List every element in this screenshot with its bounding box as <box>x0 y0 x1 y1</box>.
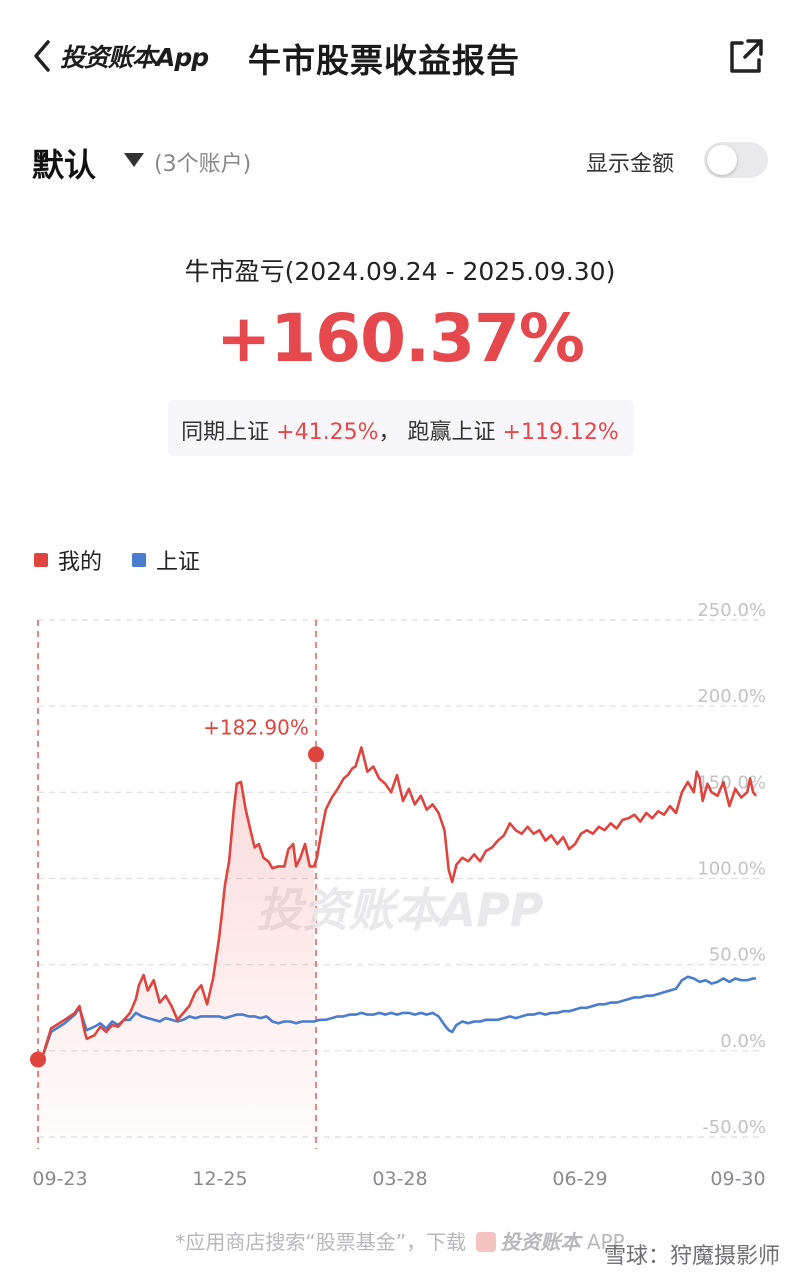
summary-period-label: 牛市盈亏(2024.09.24 - 2025.09.30) <box>184 257 616 286</box>
y-tick-label: 100.0% <box>697 859 766 880</box>
series-line-index <box>37 975 757 1061</box>
account-count: (3个账户) <box>154 152 252 177</box>
y-tick-label: 0.0% <box>720 1031 766 1052</box>
y-tick-label: 50.0% <box>709 945 766 966</box>
legend-swatch-index <box>132 553 146 567</box>
footer-app: APP <box>586 1230 625 1254</box>
footer-logo-icon <box>476 1232 497 1252</box>
comparison-text: 同期上证 +41.25%， 跑赢上证 +119.12% <box>0 414 800 446</box>
legend-swatch-mine <box>34 553 48 567</box>
x-tick-label: 09-23 <box>32 1168 87 1190</box>
y-tick-label: 250.0% <box>697 600 766 621</box>
compare-label-index: 同期上证 <box>181 420 270 445</box>
peak-label: +182.90% <box>203 715 309 739</box>
return-line-chart: 250.0%200.0%150.0%100.0%50.0%0.0%-50.0%0… <box>30 600 766 1190</box>
summary-return-value: +160.37% <box>215 300 585 377</box>
compare-separator: ， <box>378 420 401 445</box>
caret-down-icon[interactable] <box>122 150 146 170</box>
series-line-mine <box>37 746 758 1061</box>
x-tick-label: 06-29 <box>552 1168 607 1190</box>
legend-item-mine: 我的 <box>34 546 103 575</box>
footer-text: *应用商店搜索“股票基金”，下载 <box>175 1230 467 1254</box>
toggle-knob <box>707 145 737 175</box>
back-arrow-icon[interactable] <box>24 36 64 76</box>
y-tick-label: -50.0% <box>702 1117 766 1138</box>
footer-download-hint: *应用商店搜索“股票基金”，下载 投资账本 APP <box>0 1226 800 1255</box>
compare-label-outperform: 跑赢上证 <box>407 420 496 445</box>
share-icon[interactable] <box>726 36 766 76</box>
account-name[interactable]: 默认 <box>32 146 97 184</box>
x-tick-label: 09-30 <box>710 1168 765 1190</box>
watermark-credit: 雪球：狩魔摄影师 <box>603 1244 780 1269</box>
comparison-box <box>168 400 634 456</box>
show-amount-toggle[interactable] <box>704 142 768 178</box>
legend-label-index: 上证 <box>156 550 201 575</box>
legend-item-index: 上证 <box>132 546 201 575</box>
y-tick-label: 200.0% <box>697 686 766 707</box>
x-tick-label: 12-25 <box>192 1168 247 1190</box>
start-point <box>30 1051 46 1068</box>
x-tick-label: 03-28 <box>372 1168 427 1190</box>
footer-brand: 投资账本 <box>500 1230 581 1254</box>
peak-point <box>308 746 324 763</box>
legend-label-mine: 我的 <box>58 550 103 575</box>
page-title: 牛市股票收益报告 <box>248 41 520 80</box>
show-amount-label: 显示金额 <box>586 152 675 177</box>
peak-area-fill <box>38 782 316 1137</box>
compare-value-outperform: +119.12% <box>502 420 619 445</box>
app-brand: 投资账本App <box>60 43 209 72</box>
compare-value-index: +41.25% <box>276 420 379 445</box>
